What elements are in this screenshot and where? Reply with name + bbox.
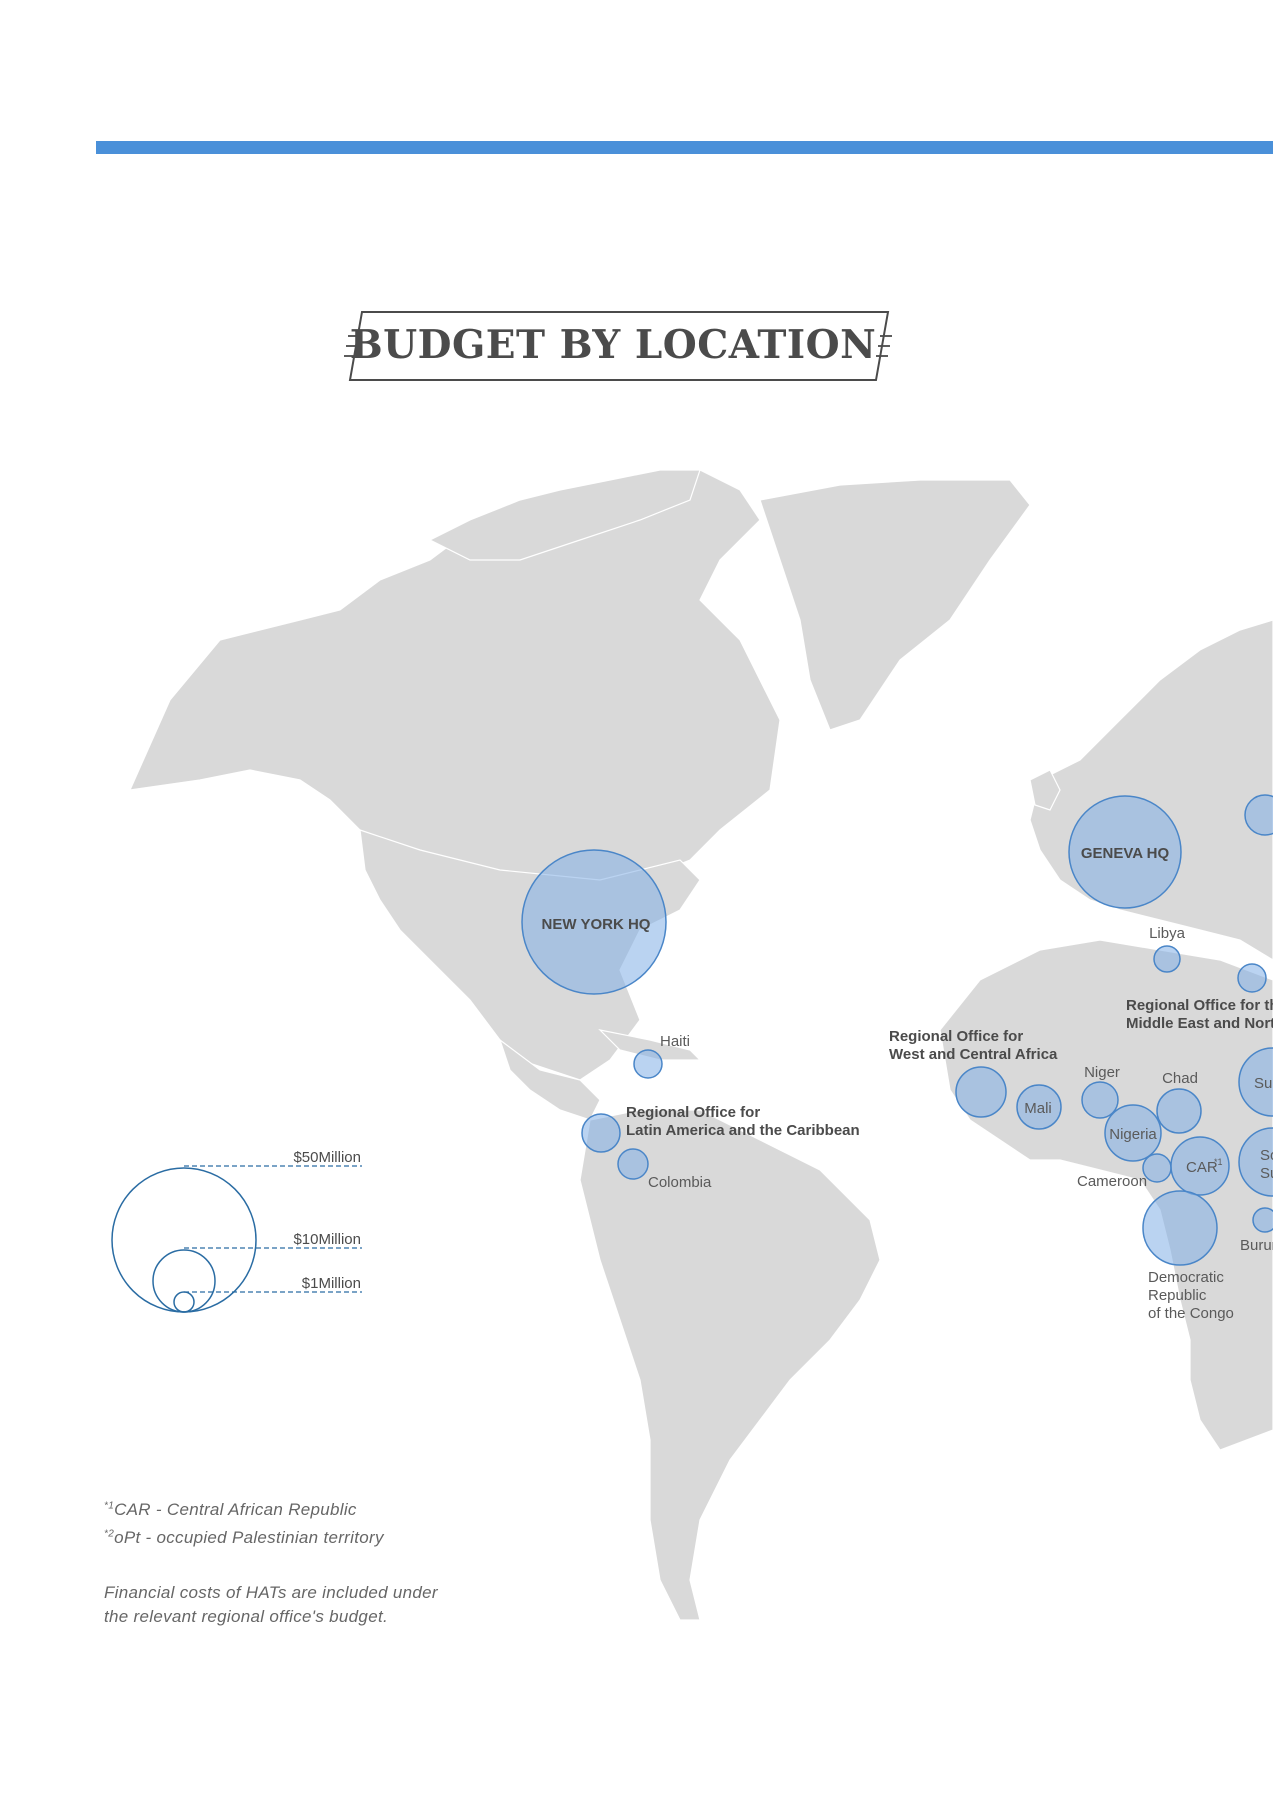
bubble-mali[interactable]: [1016, 1084, 1062, 1130]
label-geneva-hq: GENEVA HQ: [1081, 845, 1170, 862]
banner-frame: [344, 311, 892, 381]
label-sudan: Sud: [1254, 1075, 1273, 1092]
title-banner: BUDGET BY LOCATION: [340, 306, 900, 386]
bubble-car[interactable]: [1170, 1136, 1230, 1196]
bubble-niger[interactable]: [1081, 1081, 1119, 1119]
footnote-hats-line2: the relevant regional office's budget.: [104, 1607, 388, 1626]
bubble-europe-east[interactable]: [1244, 794, 1273, 836]
label-south-sudan-line1: So: [1260, 1147, 1273, 1164]
label-car-footnote-marker: *1: [1214, 1157, 1223, 1167]
bubble-cameroon[interactable]: [1142, 1153, 1172, 1183]
africa: [939, 939, 1273, 1451]
label-mena-office-line2: Middle East and North A: [1126, 1015, 1273, 1032]
uk-ireland: [1029, 769, 1061, 811]
legend-circle-1m: [173, 1291, 195, 1313]
landmasses: [129, 469, 1273, 1621]
world-map: NEW YORK HQ GENEVA HQ Haiti Regional Off…: [111, 469, 1273, 1621]
bubble-lac-office[interactable]: [581, 1113, 621, 1153]
label-nigeria: Nigeria: [1109, 1126, 1157, 1143]
legend-circle-50m: [111, 1167, 257, 1313]
bubble-drc[interactable]: [1142, 1190, 1218, 1266]
europe: [1029, 619, 1273, 961]
greenland: [759, 479, 1031, 731]
footnote-opt-text: oPt - occupied Palestinian territory: [114, 1528, 384, 1547]
bubble-egypt[interactable]: [1237, 963, 1267, 993]
south-america: [579, 1109, 881, 1621]
legend-circle-10m: [152, 1249, 216, 1313]
label-chad: Chad: [1162, 1070, 1198, 1087]
label-drc-line2: Republic: [1148, 1287, 1207, 1304]
label-new-york-hq: NEW YORK HQ: [542, 916, 651, 933]
legend-label-10m: $10Million: [293, 1231, 361, 1248]
bubble-sudan[interactable]: [1238, 1047, 1273, 1117]
footnote-hats-line1: Financial costs of HATs are included und…: [104, 1583, 438, 1602]
label-haiti: Haiti: [660, 1033, 690, 1050]
label-wca-office-line1: Regional Office for: [889, 1028, 1023, 1045]
footnote-car-marker: *1: [104, 1500, 115, 1512]
bubble-south-sudan[interactable]: [1238, 1127, 1273, 1197]
label-niger: Niger: [1084, 1064, 1120, 1081]
label-drc-line3: of the Congo: [1148, 1305, 1234, 1322]
arctic-islands: [428, 469, 701, 561]
bubble-nigeria[interactable]: [1104, 1104, 1162, 1162]
label-lac-office-line1: Regional Office for: [626, 1104, 760, 1121]
footnote-opt: *2oPt - occupied Palestinian territory: [104, 1528, 384, 1548]
label-drc-line1: Democratic: [1148, 1269, 1224, 1286]
footnote-car-text: CAR - Central African Republic: [114, 1500, 357, 1519]
legend-label-50m: $50Million: [293, 1149, 361, 1166]
footnote-opt-marker: *2: [104, 1528, 115, 1540]
bubble-chad[interactable]: [1156, 1088, 1202, 1134]
label-lac-office-line2: Latin America and the Caribbean: [626, 1122, 860, 1139]
label-car: CAR: [1186, 1159, 1218, 1176]
footnote-car: *1CAR - Central African Republic: [104, 1500, 357, 1520]
label-colombia: Colombia: [648, 1174, 712, 1191]
label-mena-office-line1: Regional Office for the: [1126, 997, 1273, 1014]
bubble-burundi[interactable]: [1252, 1207, 1273, 1233]
label-mali: Mali: [1024, 1100, 1052, 1117]
bubble-libya[interactable]: [1153, 945, 1181, 973]
caribbean: [598, 1029, 702, 1061]
label-cameroon: Cameroon: [1077, 1173, 1147, 1190]
accent-bar: [96, 141, 1273, 154]
legend-label-1m: $1Million: [302, 1275, 361, 1292]
bubble-new-york-hq[interactable]: [521, 849, 667, 995]
bubble-colombia[interactable]: [617, 1148, 649, 1180]
map-labels: NEW YORK HQ GENEVA HQ Haiti Regional Off…: [542, 845, 1273, 1322]
label-wca-office-line2: West and Central Africa: [889, 1046, 1058, 1063]
size-legend: $50Million $10Million $1Million: [111, 1149, 362, 1313]
label-south-sudan-line2: Su: [1260, 1165, 1273, 1182]
label-burundi: Burur: [1240, 1237, 1273, 1254]
bubble-wca-office[interactable]: [955, 1066, 1007, 1118]
bubble-geneva-hq[interactable]: [1068, 795, 1182, 909]
page-title: BUDGET BY LOCATION: [349, 322, 877, 368]
bubble-haiti[interactable]: [633, 1049, 663, 1079]
label-libya: Libya: [1149, 925, 1186, 942]
budget-bubbles: [521, 794, 1273, 1266]
